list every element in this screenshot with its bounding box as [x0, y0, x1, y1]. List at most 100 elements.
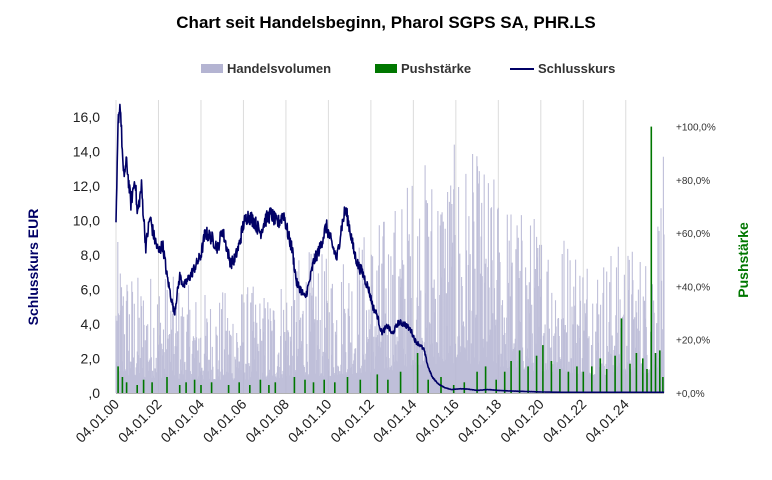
pushstaerke-bar — [238, 382, 240, 393]
pushstaerke-bar — [142, 379, 145, 393]
pushstaerke-bar — [659, 350, 661, 393]
x-tick-6: 04.01.12 — [327, 396, 377, 446]
pushstaerke-bar — [550, 361, 553, 393]
pushstaerke-bar — [136, 385, 138, 393]
pushstaerke-bar — [650, 126, 653, 393]
y-left-tick-3: 6,0 — [81, 282, 101, 298]
y-left-tick-8: 16,0 — [73, 109, 100, 125]
y-left-tick-5: 10,0 — [73, 213, 100, 229]
pushstaerke-bar — [268, 385, 270, 393]
pushstaerke-bar — [193, 379, 196, 393]
pushstaerke-bar — [416, 353, 419, 393]
pushstaerke-bar — [399, 371, 402, 393]
pushstaerke-bar — [376, 374, 379, 393]
y-right-tick-1: +20,0% — [676, 336, 710, 347]
x-tick-0: 04.01.00 — [72, 396, 122, 446]
x-tick-8: 04.01.16 — [412, 396, 462, 446]
pushstaerke-bar — [346, 377, 349, 393]
handelsvolumen-area — [115, 144, 665, 393]
pushstaerke-bar — [200, 385, 202, 393]
pushstaerke-bar — [662, 377, 664, 393]
pushstaerke-bar — [582, 371, 585, 393]
pushstaerke-bar — [527, 366, 529, 393]
legend-label-handelsvolumen: Handelsvolumen — [227, 61, 331, 76]
legend-label-schlusskurs: Schlusskurs — [538, 61, 615, 76]
y-left-tick-1: 2,0 — [81, 351, 101, 367]
y-left-tick-4: 8,0 — [81, 247, 101, 263]
pushstaerke-bar — [463, 382, 466, 393]
pushstaerke-bar — [249, 385, 251, 393]
pushstaerke-bar — [323, 379, 325, 393]
x-tick-7: 04.01.14 — [370, 396, 420, 446]
pushstaerke-bar — [642, 358, 644, 393]
pushstaerke-bar — [387, 379, 389, 393]
pushstaerke-bar — [654, 353, 657, 393]
pushstaerke-bar — [559, 369, 561, 393]
pushstaerke-bar — [495, 379, 497, 393]
pushstaerke-bar — [542, 345, 544, 393]
x-tick-2: 04.01.04 — [157, 396, 207, 446]
pushstaerke-bar — [227, 385, 230, 393]
y-right-tick-0: +0,0% — [676, 389, 705, 400]
y-axis-right-label: Pushstärke — [735, 222, 751, 298]
x-tick-11: 04.01.22 — [540, 396, 590, 446]
pushstaerke-bar — [535, 355, 538, 393]
y-left-tick-2: 4,0 — [81, 316, 101, 332]
pushstaerke-bar — [484, 366, 487, 393]
y-right-tick-2: +40,0% — [676, 283, 710, 294]
handelsvolumen-series — [115, 144, 665, 393]
pushstaerke-bar — [427, 379, 429, 393]
x-tick-3: 04.01.06 — [200, 396, 250, 446]
x-tick-4: 04.01.08 — [242, 396, 292, 446]
pushstaerke-bar — [293, 377, 296, 393]
pushstaerke-bar — [605, 369, 608, 393]
x-tick-12: 04.01.24 — [582, 396, 632, 446]
pushstaerke-bar — [629, 363, 631, 393]
pushstaerke-bar — [518, 350, 521, 393]
legend: Handelsvolumen Pushstärke Schlusskurs — [201, 61, 615, 76]
y-right-tick-5: +100,0% — [676, 123, 716, 134]
pushstaerke-bar — [274, 382, 277, 393]
x-tick-5: 04.01.10 — [285, 396, 335, 446]
pushstaerke-bar — [620, 318, 623, 393]
pushstaerke-bar — [646, 369, 648, 393]
pushstaerke-bar — [614, 355, 616, 393]
pushstaerke-bar — [359, 379, 362, 393]
pushstaerke-bar — [312, 382, 315, 393]
pushstaerke-bar — [599, 358, 602, 393]
schlusskurs-series — [115, 103, 665, 394]
x-tick-10: 04.01.20 — [497, 396, 547, 446]
pushstaerke-bar — [304, 379, 306, 393]
pushstaerke-bar — [178, 385, 181, 393]
schlusskurs-line — [115, 103, 665, 394]
pushstaerke-bar — [125, 382, 128, 393]
x-axis: 04.01.0004.01.0204.01.0404.01.0604.01.08… — [72, 396, 632, 446]
legend-swatch-pushstaerke — [375, 64, 397, 73]
pushstaerke-bar — [503, 371, 506, 393]
pushstaerke-bar — [151, 382, 153, 393]
pushstaerke-bar — [166, 377, 168, 393]
y-right-tick-4: +80,0% — [676, 176, 710, 187]
pushstaerke-bar — [185, 382, 187, 393]
legend-label-pushstaerke: Pushstärke — [401, 61, 471, 76]
pushstaerke-bar — [576, 366, 578, 393]
pushstaerke-bar — [567, 371, 570, 393]
y-left-tick-7: 14,0 — [73, 144, 100, 160]
chart-title: Chart seit Handelsbeginn, Pharol SGPS SA… — [176, 13, 595, 32]
legend-swatch-handelsvolumen — [201, 64, 223, 73]
pushstaerke-bar — [510, 361, 512, 393]
y-axis-left: ,0 2,0 4,0 6,0 8,0 10,0 12,0 14,0 16,0 — [73, 109, 100, 401]
pushstaerke-bar — [591, 366, 593, 393]
y-right-tick-3: +60,0% — [676, 229, 710, 240]
pushstaerke-bar — [476, 371, 478, 393]
y-left-tick-0: ,0 — [88, 385, 100, 401]
pushstaerke-bar — [635, 353, 638, 393]
y-axis-left-label: Schlusskurs EUR — [25, 209, 41, 326]
y-axis-right: +0,0% +20,0% +40,0% +60,0% +80,0% +100,0% — [676, 123, 716, 400]
pushstaerke-bar — [210, 382, 213, 393]
pushstaerke-bar — [334, 382, 336, 393]
x-tick-1: 04.01.02 — [115, 396, 165, 446]
y-left-tick-6: 12,0 — [73, 178, 100, 194]
x-tick-9: 04.01.18 — [455, 396, 505, 446]
